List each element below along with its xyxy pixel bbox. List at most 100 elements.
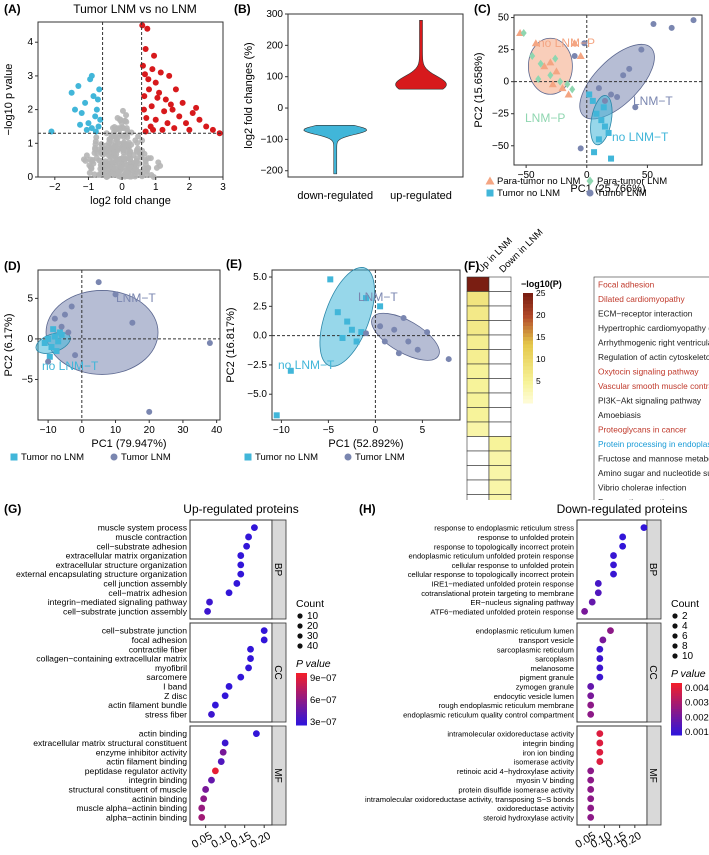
point-square (56, 329, 63, 336)
color-legend-swatch (296, 673, 307, 677)
heatmap-legend-swatch (523, 296, 533, 301)
size-legend-dot (297, 623, 303, 629)
ns-point (112, 126, 119, 133)
go-term-label: protein disulfide isomerase activity (458, 785, 574, 794)
panel-g-letter: (G) (4, 502, 21, 516)
pathway-label: Vascular smooth muscle contraction (598, 381, 709, 391)
go-term-label: response to endoplasmic reticulum stress (434, 524, 574, 533)
point-triangle (552, 67, 561, 75)
ns-point (117, 116, 124, 123)
point-circle (72, 352, 79, 359)
sig-point-up (162, 96, 169, 103)
sig-point-down (83, 126, 90, 133)
panel-c-letter: (C) (474, 2, 491, 16)
sig-point-down (88, 125, 95, 132)
pathway-label: Regulation of actin cytoskeleton (598, 352, 709, 362)
legend-key (244, 453, 252, 461)
sig-point-up (139, 22, 146, 29)
point-circle (424, 329, 431, 336)
ns-point (121, 117, 128, 124)
size-legend-dot (297, 613, 303, 619)
go-term-label: endocytic vesicle lumen (494, 692, 574, 701)
heatmap-legend-swatch (523, 344, 533, 349)
facet-strip (271, 519, 287, 620)
go-term-dot (225, 683, 233, 690)
x-tick-label: −10 (273, 425, 290, 436)
ns-point (86, 169, 93, 176)
color-legend-label: 0.004 (685, 683, 709, 694)
sig-point-up (141, 93, 148, 100)
point-circle (400, 315, 407, 322)
go-term-dot (243, 542, 251, 550)
color-legend-label: 3e−07 (310, 717, 337, 728)
go-term-label: intramolecular oxidoreductase activity, … (365, 795, 574, 804)
y-tick-label: 3 (27, 71, 33, 82)
go-term-label: rough endoplasmic reticulum membrane (439, 701, 575, 710)
go-term-label: sarcomere (146, 672, 187, 682)
heatmap-legend-tick: 20 (536, 310, 546, 320)
heatmap-legend-swatch (523, 340, 533, 345)
heatmap-legend-swatch (523, 326, 533, 331)
pathway-label: ECM−receptor interaction (598, 309, 693, 319)
point-circle (577, 145, 584, 152)
ns-point (135, 169, 142, 176)
sig-point-up (157, 69, 164, 76)
color-legend-swatch (296, 675, 307, 679)
heatmap-legend-swatch (523, 318, 533, 323)
ns-point (105, 143, 112, 150)
go-term-label: transport vesicle (519, 636, 574, 645)
color-legend-swatch (671, 719, 682, 723)
size-legend-title: Count (671, 598, 699, 610)
heatmap-cell (466, 436, 490, 452)
heatmap-legend-swatch (523, 373, 533, 378)
x-tick-label: 40 (211, 425, 223, 436)
pathway-label: Focal adhesion (598, 280, 655, 290)
heatmap-legend-tick: 5 (536, 376, 541, 386)
go-term-dot (610, 570, 617, 578)
go-term-dot (202, 786, 210, 793)
ns-point (126, 164, 133, 171)
size-legend-dot (672, 653, 678, 659)
point-square (344, 318, 351, 325)
point-circle (608, 91, 615, 98)
heatmap-cell (488, 450, 512, 466)
panel-h: (H) Down-regulated proteins BP response to… (355, 495, 709, 855)
group-label: LNM−P (525, 111, 565, 125)
point-circle (146, 408, 153, 415)
sig-point-up (169, 106, 176, 113)
heatmap-legend-swatch (523, 293, 533, 298)
y-tick-label: −2.5 (247, 360, 267, 371)
color-legend-swatch (296, 714, 307, 718)
panel-f-letter: (F) (464, 259, 479, 273)
go-term-dot (587, 786, 595, 793)
y-tick-label: 5.0 (253, 272, 267, 283)
color-legend-swatch (296, 717, 307, 721)
color-legend-swatch (671, 714, 682, 718)
x-tick-label: −2 (49, 182, 61, 193)
y-tick-label: 0 (503, 77, 509, 88)
point-circle (405, 338, 412, 345)
y-axis-label: log2 fold changes (%) (243, 42, 255, 148)
heatmap-legend-swatch (523, 388, 533, 393)
go-term-dot (245, 533, 252, 541)
point-circle (363, 330, 369, 337)
go-term-label: zymogen granule (516, 682, 574, 691)
heatmap-cell (466, 305, 490, 321)
volcano-plot: (A) Tumor LNM vs no LNM −2 −1 0 1 2 3 0 1 2 3 4 log… (3, 2, 226, 207)
legend-label: Tumor LNM (597, 188, 647, 199)
pca-plot-c: (C) no LNM−P LNM−T LNM−P no LNM−T −50 0 50 −50 −… (473, 2, 703, 199)
ns-point (155, 159, 162, 166)
ns-point (113, 151, 120, 158)
heatmap-cell (488, 436, 512, 452)
go-term-dot (588, 598, 596, 606)
sig-point-up (142, 45, 149, 52)
go-term-label: IRE1−mediated unfolded protein response (432, 579, 574, 588)
point-circle (581, 40, 588, 47)
go-term-dot (252, 730, 260, 738)
legend-label: Tumor no LNM (21, 452, 84, 463)
ns-point (137, 151, 144, 158)
point-square (334, 309, 341, 316)
go-term-dot (237, 673, 245, 681)
y-tick-label: 0 (27, 172, 33, 183)
heatmap-cell (466, 349, 490, 365)
